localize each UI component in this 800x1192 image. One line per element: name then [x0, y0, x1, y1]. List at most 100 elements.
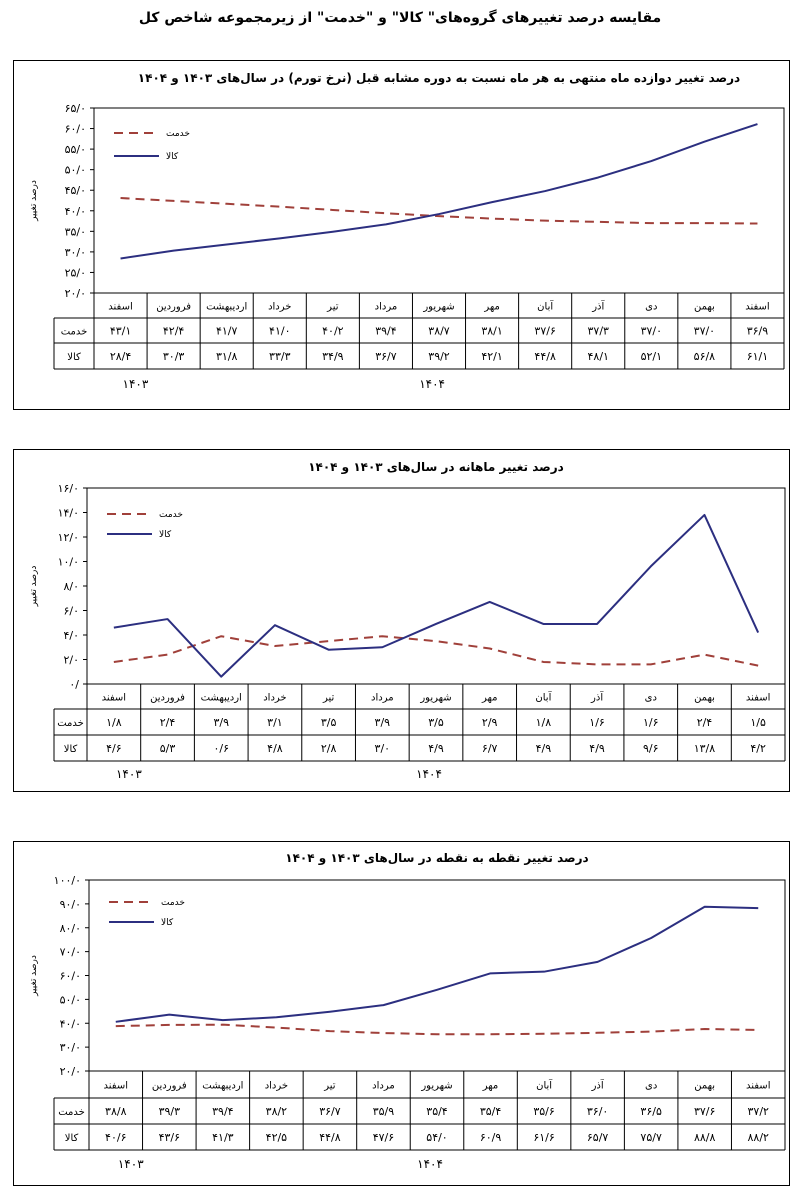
category-label: فروردین: [152, 1081, 187, 1092]
category-label: اسفند: [104, 1081, 128, 1092]
table-cell-value: ۳۷/۳: [588, 325, 610, 338]
y-axis-label: درصد تغییر: [29, 566, 39, 608]
category-label: مرداد: [371, 693, 394, 704]
table-cell-value: ۱/۶: [589, 716, 605, 729]
plot-area: [86, 487, 786, 685]
table-cell-value: ۸۸/۸: [694, 1131, 716, 1144]
table-cell-value: ۴/۹: [589, 742, 605, 755]
table-cell-value: ۳/۹: [375, 716, 391, 729]
table-cell-value: ۳۸/۷: [428, 325, 450, 338]
table-cell-value: ۱/۶: [643, 716, 659, 729]
series-line-1: [113, 513, 760, 678]
category-label: آذر: [590, 691, 604, 704]
y-tick-label: ۹۰/۰: [60, 898, 81, 911]
y-tick-label: ۶/۰: [63, 605, 79, 618]
table-cell-value: ۳۶/۵: [640, 1105, 662, 1118]
category-label: خرداد: [263, 693, 286, 704]
table-cell-value: ۳۷/۰: [641, 325, 662, 338]
table-row-label: خدمت: [58, 1107, 85, 1118]
table-cell-value: ۴۳/۱: [110, 325, 131, 338]
table-cell-value: ۴۰/۶: [105, 1131, 126, 1144]
category-label: خرداد: [265, 1081, 288, 1092]
y-tick-label: ۶۰/۰: [60, 970, 81, 983]
plot-area: [88, 879, 786, 1072]
category-label: اسفند: [108, 302, 132, 313]
series-line-0: [120, 197, 758, 225]
category-label: شهریور: [419, 693, 451, 704]
table-cell-value: ۳۴/۹: [322, 350, 344, 363]
category-label: اسفند: [102, 693, 126, 704]
year-label: ۱۴۰۴: [417, 1157, 443, 1171]
y-tick-label: ۲۵/۰: [65, 266, 86, 279]
table-cell-value: ۶۵/۷: [587, 1131, 609, 1144]
table-cell-value: ۳۷/۰: [694, 325, 715, 338]
y-tick-label: ۸۰/۰: [60, 922, 81, 935]
year-label: ۱۴۰۴: [419, 377, 445, 391]
table-cell-value: ۹/۶: [643, 742, 659, 755]
y-tick-label: ۳۵/۰: [65, 225, 86, 238]
table-cell-value: ۳۷/۲: [748, 1105, 770, 1118]
table-cell-value: ۳۸/۸: [105, 1105, 127, 1118]
category-label: شهریور: [422, 302, 454, 313]
table-cell-value: ۳۵/۶: [533, 1105, 554, 1118]
table-cell-value: ۴۸/۱: [588, 350, 609, 363]
y-tick-label: ۳۰/۰: [60, 1041, 81, 1054]
chart-title: درصد تغییر نقطه به نقطه در سال‌های ۱۴۰۳ …: [285, 851, 588, 866]
table-cell-value: ۳/۹: [213, 716, 229, 729]
table-cell-value: ۶۱/۶: [533, 1131, 554, 1144]
y-axis-label: درصد تغییر: [29, 180, 39, 222]
table-cell-value: ۳۹/۲: [428, 350, 450, 363]
y-tick-label: ۷۰/۰: [60, 946, 81, 959]
category-label: دی: [645, 302, 657, 313]
y-tick-label: ۱۶/۰: [58, 482, 79, 495]
table-cell-value: ۴۳/۶: [159, 1131, 180, 1144]
legend-label: کالا: [159, 530, 172, 540]
legend-label: کالا: [166, 152, 179, 162]
table-cell-value: ۴/۸: [267, 742, 283, 755]
series-line-1: [120, 123, 758, 260]
category-label: مرداد: [372, 1081, 395, 1092]
table-cell-value: ۳۹/۳: [159, 1105, 181, 1118]
table-cell-value: ۴۱/۰: [269, 325, 290, 338]
y-tick-label: ۵۰/۰: [60, 993, 81, 1006]
plot-area: [93, 107, 785, 294]
y-tick-label: ۵۵/۰: [65, 143, 86, 156]
category-label: فروردین: [156, 302, 191, 313]
category-label: اردیبهشت: [202, 1081, 243, 1092]
y-tick-label: ۱۴/۰: [58, 507, 79, 520]
y-tick-label: ۲۰/۰: [60, 1065, 81, 1078]
table-cell-value: ۳۶/۰: [587, 1105, 608, 1118]
table-cell-value: ۴۲/۵: [266, 1131, 288, 1144]
chart-inflation-12-month-svg: درصد تغییر دوازده ماه منتهی به هر ماه نس…: [29, 71, 785, 391]
category-label: اسفند: [745, 302, 769, 313]
legend-label: خدمت: [159, 510, 183, 520]
table-cell-value: ۲/۴: [160, 716, 176, 729]
page-title: مقایسه درصد تغییرهای گروه‌های" کالا" و "…: [138, 10, 662, 26]
y-tick-label: ۴/۰: [63, 629, 79, 642]
chart-point-to-point-svg: درصد تغییر نقطه به نقطه در سال‌های ۱۴۰۳ …: [29, 851, 786, 1171]
table-cell-value: ۳/۵: [321, 716, 337, 729]
table-cell-value: ۴۲/۴: [163, 325, 185, 338]
table-cell-value: ۴۴/۸: [319, 1131, 341, 1144]
legend-label: کالا: [161, 918, 174, 928]
y-axis-label: درصد تغییر: [29, 955, 39, 997]
table-cell-value: ۲/۴: [697, 716, 713, 729]
series-line-0: [115, 1023, 759, 1036]
category-label: دی: [645, 693, 657, 704]
category-label: آذر: [591, 300, 605, 313]
table-cell-value: ۳۷/۶: [534, 325, 555, 338]
table-cell-value: ۵۶/۸: [694, 350, 716, 363]
y-tick-label: ۲۰/۰: [65, 287, 86, 300]
table-cell-value: ۴/۲: [750, 742, 766, 755]
table-cell-value: ۳۶/۹: [747, 325, 769, 338]
table-row-label: کالا: [67, 352, 81, 363]
year-label: ۱۴۰۴: [416, 767, 442, 781]
table-cell-value: ۴۴/۸: [534, 350, 556, 363]
category-label: آبان: [537, 300, 554, 313]
category-label: آذر: [591, 1079, 605, 1092]
table-row-label: کالا: [64, 744, 78, 755]
table-cell-value: ۵۴/۰: [426, 1131, 447, 1144]
y-tick-label: ۴۰/۰: [60, 1017, 81, 1030]
chart-inflation-12-month: درصد تغییر دوازده ماه منتهی به هر ماه نس…: [13, 60, 790, 410]
table-cell-value: ۶۰/۹: [480, 1131, 502, 1144]
